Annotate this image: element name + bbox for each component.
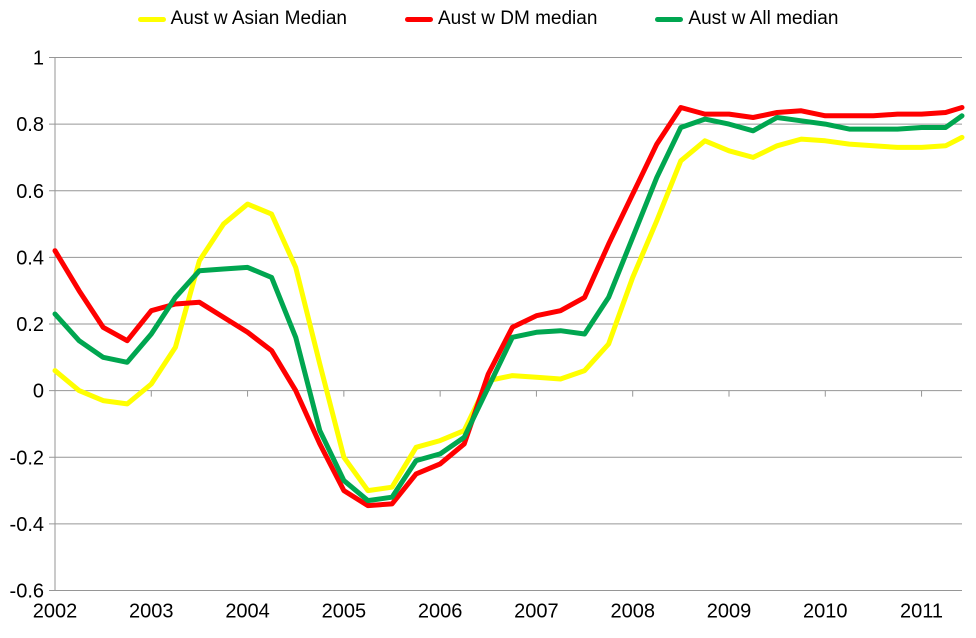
x-axis-label: 2009 bbox=[707, 601, 752, 623]
legend-label-dm-median: Aust w DM median bbox=[437, 8, 598, 29]
y-axis-label: 0 bbox=[33, 381, 44, 403]
x-axis-label: 2003 bbox=[129, 601, 174, 623]
x-axis-label: 2007 bbox=[514, 601, 559, 623]
y-axis-label: 0.2 bbox=[16, 314, 44, 336]
chart-legend: Aust w Asian Median Aust w DM median Aus… bbox=[0, 8, 976, 30]
x-axis-label: 2011 bbox=[900, 601, 943, 623]
x-axis-label: 2010 bbox=[803, 601, 848, 623]
x-axis-label: 2004 bbox=[225, 601, 270, 623]
y-axis-label: -0.2 bbox=[10, 447, 44, 469]
legend-label-all-median: Aust w All median bbox=[688, 8, 839, 29]
series-line-aust-w-dm-median bbox=[52, 105, 965, 509]
y-axis-label: 0.6 bbox=[16, 181, 44, 203]
x-axis-label: 2005 bbox=[322, 601, 367, 623]
y-axis-label: -0.4 bbox=[10, 514, 44, 536]
legend-item-asian-median: Aust w Asian Median bbox=[137, 8, 347, 30]
legend-swatch-dm-median bbox=[404, 16, 433, 22]
x-axis-label: 2002 bbox=[33, 601, 78, 623]
series-line-aust-w-asian-median bbox=[52, 134, 965, 494]
legend-swatch-asian-median bbox=[137, 16, 166, 22]
legend-label-asian-median: Aust w Asian Median bbox=[170, 8, 347, 29]
y-axis-label: -0.6 bbox=[10, 581, 44, 603]
legend-item-all-median: Aust w All median bbox=[655, 8, 838, 30]
legend-swatch-all-median bbox=[655, 16, 684, 22]
x-axis-label: 2008 bbox=[610, 601, 655, 623]
y-axis-label: 0.8 bbox=[16, 114, 44, 136]
y-axis-label: 0.4 bbox=[16, 247, 44, 269]
y-axis-label: 1 bbox=[33, 48, 44, 70]
legend-item-dm-median: Aust w DM median bbox=[404, 8, 598, 30]
series-line-aust-w-all-median bbox=[52, 113, 965, 504]
x-axis-label: 2006 bbox=[418, 601, 463, 623]
